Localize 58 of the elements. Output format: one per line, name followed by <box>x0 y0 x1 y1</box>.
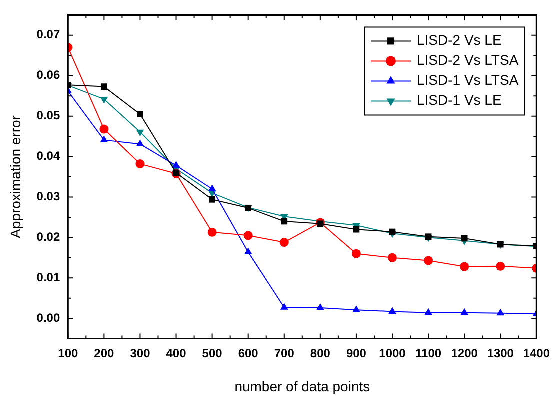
y-tick-label: 0.07 <box>36 28 60 42</box>
x-tick-label: 1000 <box>379 346 406 360</box>
point <box>101 84 108 90</box>
y-axis-title: Approximation error <box>7 115 24 238</box>
y-tick-label: 0.06 <box>36 68 60 82</box>
point <box>461 235 468 242</box>
point <box>100 124 109 134</box>
x-tick-label: 1300 <box>487 346 514 360</box>
point <box>136 140 144 146</box>
point <box>137 111 144 118</box>
x-axis-title: number of data points <box>234 378 370 394</box>
y-tick-label: 0.00 <box>36 310 60 325</box>
x-tick-label: 700 <box>274 346 295 360</box>
point <box>100 97 108 104</box>
point <box>280 303 288 310</box>
point <box>460 262 470 272</box>
x-tick-label: 1100 <box>416 346 442 360</box>
legend-label: LISD-1 Vs LE <box>416 92 502 108</box>
point <box>460 308 468 316</box>
y-tick-label: 0.04 <box>36 149 60 164</box>
x-tick-label: 500 <box>202 346 223 360</box>
point <box>352 306 360 312</box>
x-tick-label: 100 <box>58 346 78 360</box>
x-tick-label: 1400 <box>523 346 550 360</box>
x-tick-label: 300 <box>130 346 151 360</box>
legend-label: LISD-1 Vs LTSA <box>416 72 520 88</box>
y-tick-label: 0.03 <box>36 190 60 204</box>
point <box>424 308 432 316</box>
point <box>136 130 144 137</box>
point <box>100 136 108 142</box>
legend-label: LISD-2 Vs LTSA <box>416 52 520 68</box>
point <box>496 262 506 271</box>
point <box>172 161 180 168</box>
x-tick-label: 200 <box>94 346 115 360</box>
x-tick-label: 800 <box>310 346 331 360</box>
x-tick-label: 600 <box>238 346 259 360</box>
point <box>353 226 360 233</box>
point <box>352 249 361 258</box>
point <box>244 231 253 240</box>
y-tick-label: 0.02 <box>36 230 60 244</box>
point <box>281 218 288 225</box>
point <box>496 308 505 316</box>
point <box>209 196 216 203</box>
x-tick-label: 900 <box>346 346 367 360</box>
x-tick-label: 1200 <box>451 346 478 360</box>
point <box>388 307 396 314</box>
legend-label: LISD-2 Vs LE <box>416 32 502 48</box>
y-tick-label: 0.01 <box>36 270 60 284</box>
point <box>208 184 216 192</box>
point <box>424 256 434 266</box>
point <box>388 253 397 262</box>
x-tick-label: 400 <box>166 346 187 360</box>
point <box>244 248 252 254</box>
point <box>280 238 289 248</box>
point <box>316 304 324 310</box>
point <box>136 160 145 169</box>
point <box>208 228 217 237</box>
y-tick-label: 0.05 <box>36 108 60 123</box>
